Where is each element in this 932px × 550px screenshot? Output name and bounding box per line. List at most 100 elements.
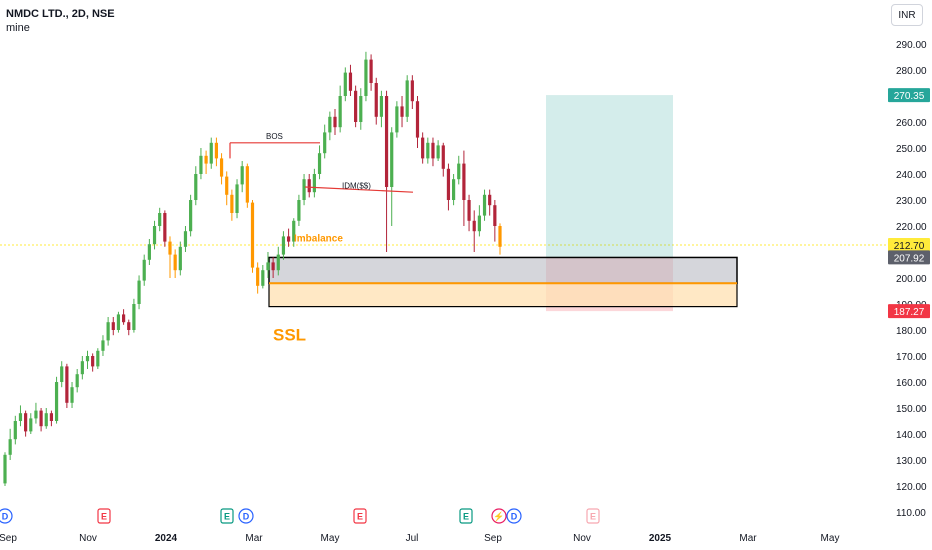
candle[interactable] — [183, 226, 188, 252]
earnings-marker[interactable]: E — [220, 508, 234, 524]
candle[interactable] — [91, 353, 95, 372]
candle[interactable] — [34, 402, 38, 424]
candle[interactable] — [240, 161, 244, 193]
candle[interactable] — [302, 174, 306, 206]
candle[interactable] — [44, 408, 48, 429]
candle[interactable] — [462, 150, 466, 226]
candle[interactable] — [364, 51, 368, 102]
candle[interactable] — [281, 231, 286, 260]
price-axis[interactable] — [886, 0, 932, 530]
candle[interactable] — [348, 64, 353, 96]
candle[interactable] — [168, 236, 172, 278]
candle[interactable] — [482, 189, 487, 221]
candle[interactable] — [410, 75, 414, 109]
gray-order-block[interactable] — [268, 256, 738, 284]
candle[interactable] — [39, 408, 43, 432]
candle[interactable] — [467, 194, 471, 232]
candle[interactable] — [457, 155, 461, 185]
candle[interactable] — [75, 369, 79, 393]
candle[interactable] — [127, 319, 131, 336]
candle[interactable] — [147, 239, 151, 265]
candle[interactable] — [235, 179, 239, 219]
candle[interactable] — [338, 85, 342, 133]
candle[interactable] — [323, 124, 327, 159]
candle[interactable] — [96, 348, 100, 369]
candle[interactable] — [49, 410, 54, 427]
idm-line[interactable] — [304, 186, 414, 193]
candle[interactable] — [436, 140, 440, 161]
dividend-marker[interactable]: D — [238, 508, 254, 524]
candle[interactable] — [256, 262, 260, 294]
candle[interactable] — [80, 356, 84, 380]
candle[interactable] — [219, 153, 224, 185]
candle[interactable] — [374, 77, 378, 125]
candle[interactable] — [333, 109, 337, 135]
candle[interactable] — [498, 223, 502, 255]
candle[interactable] — [13, 415, 17, 445]
candle[interactable] — [65, 363, 69, 408]
candle[interactable] — [199, 148, 203, 180]
candle[interactable] — [173, 249, 177, 278]
candle[interactable] — [400, 96, 404, 128]
candle[interactable] — [3, 452, 7, 486]
candle[interactable] — [307, 174, 311, 198]
dividend-marker[interactable]: D — [0, 508, 13, 524]
candle[interactable] — [142, 254, 146, 286]
candle[interactable] — [379, 90, 384, 128]
candle[interactable] — [209, 137, 213, 169]
dividend-marker[interactable]: D — [506, 508, 522, 524]
candle[interactable] — [354, 85, 358, 128]
candle[interactable] — [29, 413, 33, 434]
candle[interactable] — [178, 241, 182, 276]
candle[interactable] — [390, 127, 394, 226]
candle[interactable] — [446, 163, 451, 211]
candle[interactable] — [384, 90, 389, 252]
candle[interactable] — [415, 96, 420, 148]
earnings-marker[interactable]: E — [97, 508, 111, 524]
candle[interactable] — [137, 275, 141, 310]
candle[interactable] — [441, 142, 445, 177]
candle[interactable] — [405, 75, 409, 122]
currency-button[interactable]: INR — [891, 4, 923, 26]
candle[interactable] — [297, 194, 301, 226]
candle[interactable] — [328, 111, 332, 141]
candle[interactable] — [225, 171, 229, 206]
earnings-marker[interactable]: E — [353, 508, 367, 524]
candle[interactable] — [60, 361, 64, 388]
candle[interactable] — [214, 137, 219, 167]
candle[interactable] — [421, 132, 425, 164]
candle[interactable] — [369, 54, 373, 91]
candle[interactable] — [271, 257, 275, 278]
candle[interactable] — [163, 210, 167, 247]
candle[interactable] — [261, 265, 265, 289]
candle[interactable] — [312, 168, 316, 198]
candle[interactable] — [85, 350, 90, 369]
candle[interactable] — [431, 137, 435, 167]
candle[interactable] — [477, 205, 481, 237]
candle[interactable] — [426, 137, 430, 164]
candle[interactable] — [472, 210, 476, 252]
candle[interactable] — [194, 166, 198, 206]
split-marker[interactable]: ⚡ — [491, 508, 507, 524]
candle[interactable] — [54, 376, 59, 424]
candle[interactable] — [106, 317, 110, 346]
candle[interactable] — [292, 218, 296, 247]
candle[interactable] — [121, 309, 126, 325]
candle[interactable] — [395, 101, 399, 138]
candle[interactable] — [493, 200, 497, 242]
target-zone[interactable] — [546, 95, 673, 258]
candle[interactable] — [158, 207, 162, 232]
candle[interactable] — [152, 220, 157, 250]
candle[interactable] — [266, 252, 270, 278]
earnings-marker[interactable]: E — [459, 508, 473, 524]
candle[interactable] — [8, 428, 12, 460]
candle[interactable] — [245, 163, 249, 208]
candle[interactable] — [276, 246, 280, 276]
future-earnings-marker[interactable]: E — [586, 508, 600, 524]
candle[interactable] — [70, 382, 74, 408]
imbalance-block[interactable] — [268, 282, 738, 308]
candle[interactable] — [189, 194, 193, 237]
candle[interactable] — [488, 189, 492, 216]
candle[interactable] — [18, 405, 23, 427]
